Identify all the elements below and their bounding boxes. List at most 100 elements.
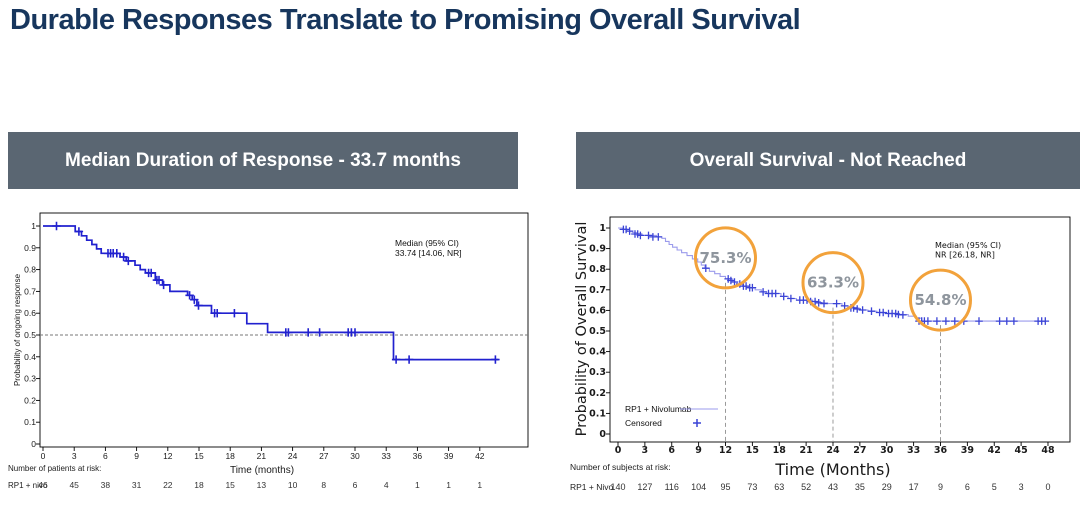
svg-text:30: 30 [880, 445, 894, 456]
svg-text:54.8%: 54.8% [914, 291, 966, 309]
plot-frame [609, 216, 1071, 443]
svg-text:33: 33 [381, 451, 391, 461]
svg-text:RP1 + Nivo: RP1 + Nivo [570, 482, 613, 492]
svg-text:Probability of ongoing respons: Probability of ongoing response [13, 273, 22, 386]
svg-text:1: 1 [477, 480, 482, 490]
svg-text:39: 39 [444, 451, 454, 461]
survival-curve [43, 225, 499, 361]
svg-text:27: 27 [853, 445, 866, 456]
svg-text:21: 21 [800, 445, 813, 456]
number-at-risk-table: Number of subjects at risk: RP1 + Nivo140… [570, 462, 1050, 492]
svg-text:12: 12 [163, 451, 173, 461]
y-axis-label: Probability of ongoing response [13, 273, 22, 386]
svg-text:0.8: 0.8 [589, 264, 606, 275]
svg-text:35: 35 [855, 482, 865, 492]
svg-text:0: 0 [41, 451, 46, 461]
svg-text:6: 6 [103, 451, 108, 461]
svg-text:15: 15 [194, 451, 204, 461]
svg-text:63: 63 [774, 482, 784, 492]
svg-text:0.7: 0.7 [24, 286, 36, 296]
axes: 00.10.20.30.40.50.60.70.80.910 3 6 9 12 15 18 2… [589, 223, 1055, 456]
svg-text:0.6: 0.6 [24, 308, 36, 318]
svg-text:Median (95% CI): Median (95% CI) [935, 241, 1001, 250]
svg-text:0.5: 0.5 [24, 330, 36, 340]
overall-survival-km-chart: 00.10.20.30.40.50.60.70.80.910 3 6 9 12 15 18 2… [570, 216, 1071, 492]
svg-text:0.3: 0.3 [24, 374, 36, 384]
svg-text:140: 140 [610, 482, 625, 492]
svg-text:Time (months): Time (months) [230, 465, 294, 476]
svg-text:75.3%: 75.3% [699, 249, 751, 267]
slide-title: Durable Responses Translate to Promising… [10, 4, 801, 36]
svg-text:8: 8 [321, 480, 326, 490]
svg-text:5: 5 [992, 482, 997, 492]
svg-text:0.5: 0.5 [589, 326, 606, 337]
svg-text:95: 95 [720, 482, 730, 492]
svg-text:52: 52 [801, 482, 811, 492]
svg-text:0: 0 [599, 429, 606, 440]
dor-panel-header: Median Duration of Response - 33.7 month… [8, 132, 518, 189]
svg-text:0.9: 0.9 [24, 243, 36, 253]
svg-text:17: 17 [909, 482, 919, 492]
svg-text:42: 42 [475, 451, 485, 461]
svg-text:22: 22 [163, 480, 173, 490]
svg-text:3: 3 [1019, 482, 1024, 492]
svg-text:33.74 [14.06, NR]: 33.74 [14.06, NR] [395, 248, 462, 258]
svg-text:0.4: 0.4 [589, 347, 606, 358]
svg-text:29: 29 [882, 482, 892, 492]
svg-text:Censored: Censored [625, 418, 662, 428]
median-annotation: Median (95% CI)33.74 [14.06, NR] [395, 238, 462, 258]
svg-text:31: 31 [132, 480, 142, 490]
svg-text:104: 104 [691, 482, 706, 492]
svg-text:0.2: 0.2 [24, 395, 36, 405]
y-axis-label: Probability of Overall Survival [574, 222, 590, 437]
svg-text:4: 4 [384, 480, 389, 490]
svg-text:1: 1 [415, 480, 420, 490]
svg-text:1: 1 [599, 223, 606, 234]
svg-text:45: 45 [1014, 445, 1027, 456]
svg-text:9: 9 [938, 482, 943, 492]
x-axis-label: Time (months) [230, 465, 294, 476]
plot-frame [39, 212, 529, 448]
svg-text:6: 6 [668, 445, 675, 456]
svg-text:1: 1 [446, 480, 451, 490]
svg-text:18: 18 [773, 445, 787, 456]
svg-text:10: 10 [288, 480, 298, 490]
svg-text:RP1 + Nivolumab: RP1 + Nivolumab [625, 404, 692, 414]
svg-text:0.7: 0.7 [589, 285, 606, 296]
svg-text:3: 3 [72, 451, 77, 461]
svg-text:30: 30 [350, 451, 360, 461]
svg-text:36: 36 [413, 451, 423, 461]
svg-text:Number of patients at risk:: Number of patients at risk: [8, 464, 101, 473]
svg-text:39: 39 [961, 445, 974, 456]
svg-text:0.3: 0.3 [589, 367, 606, 378]
median-annotation: Median (95% CI)NR [26.18, NR] [935, 241, 1001, 260]
landmark-circle-annotations: 75.3% 63.3% 54.8% [693, 226, 972, 332]
svg-text:Time (Months): Time (Months) [774, 460, 890, 479]
svg-text:45: 45 [69, 480, 79, 490]
svg-text:6: 6 [353, 480, 358, 490]
svg-text:3: 3 [642, 445, 649, 456]
svg-text:73: 73 [747, 482, 757, 492]
svg-text:27: 27 [319, 451, 329, 461]
svg-text:0: 0 [615, 445, 622, 456]
svg-text:Number of subjects at risk:: Number of subjects at risk: [570, 462, 671, 472]
svg-text:15: 15 [225, 480, 235, 490]
svg-text:46: 46 [38, 480, 48, 490]
svg-text:15: 15 [746, 445, 759, 456]
duration-of-response-km-chart: 00.10.20.30.40.50.60.70.80.910 3 6 9 12 15 18 2… [8, 212, 529, 490]
svg-text:38: 38 [101, 480, 111, 490]
x-axis-label: Time (Months) [774, 460, 890, 479]
svg-text:0.8: 0.8 [24, 265, 36, 275]
svg-text:NR [26.18, NR]: NR [26.18, NR] [935, 251, 995, 260]
svg-text:24: 24 [826, 445, 840, 456]
svg-text:18: 18 [194, 480, 204, 490]
svg-text:24: 24 [288, 451, 298, 461]
svg-text:0.4: 0.4 [24, 352, 36, 362]
svg-text:RP1 + nivo: RP1 + nivo [8, 481, 48, 490]
svg-text:116: 116 [665, 482, 679, 492]
svg-text:43: 43 [828, 482, 838, 492]
svg-text:33: 33 [907, 445, 920, 456]
svg-text:12: 12 [719, 445, 732, 456]
svg-text:48: 48 [1041, 445, 1055, 456]
svg-text:0: 0 [31, 439, 36, 449]
